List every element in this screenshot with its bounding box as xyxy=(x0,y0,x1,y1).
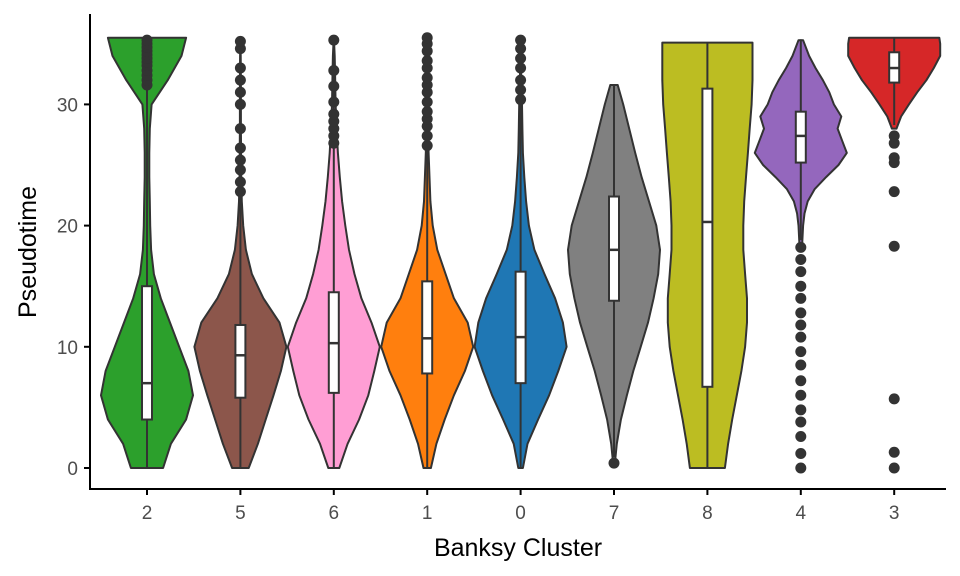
outlier-point xyxy=(422,55,433,66)
outlier-point xyxy=(795,431,806,442)
outlier-point xyxy=(889,393,900,404)
outlier-point xyxy=(422,32,433,43)
outlier-point xyxy=(515,94,526,105)
outlier-point xyxy=(515,75,526,86)
y-tick-label: 0 xyxy=(67,459,78,480)
outlier-point xyxy=(235,164,246,175)
violin-group-8 xyxy=(662,43,752,468)
outlier-point xyxy=(609,458,620,469)
outlier-point xyxy=(795,448,806,459)
outlier-point xyxy=(795,242,806,253)
y-tick-label: 20 xyxy=(57,217,78,238)
outlier-point xyxy=(515,63,526,74)
x-tick-label-2: 2 xyxy=(142,503,153,524)
outlier-point xyxy=(795,281,806,292)
x-tick-label-0: 0 xyxy=(515,503,526,524)
violin-group-4 xyxy=(755,40,847,473)
box-5 xyxy=(235,325,245,398)
outlier-point xyxy=(235,99,246,110)
outlier-point xyxy=(889,241,900,252)
outlier-point xyxy=(142,35,153,46)
x-axis-title: Banksy Cluster xyxy=(434,534,602,562)
outlier-point xyxy=(235,63,246,74)
outlier-point xyxy=(795,307,806,318)
x-tick-label-7: 7 xyxy=(609,503,620,524)
violin-group-3 xyxy=(848,38,940,474)
outlier-point xyxy=(235,123,246,134)
x-tick-label-4: 4 xyxy=(796,503,807,524)
violin-group-6 xyxy=(288,35,380,468)
box-8 xyxy=(702,89,712,387)
box-1 xyxy=(422,281,432,373)
outlier-point xyxy=(795,319,806,330)
outlier-point xyxy=(795,375,806,386)
outlier-point xyxy=(795,332,806,343)
x-ticks: 2 5 6 1 0 7 8 4 3 xyxy=(142,489,900,524)
violin-group-2 xyxy=(101,35,193,468)
x-tick-label-3: 3 xyxy=(889,503,900,524)
outlier-point xyxy=(795,359,806,370)
outlier-point xyxy=(795,254,806,265)
violin-group-0 xyxy=(475,35,567,468)
outlier-point xyxy=(235,155,246,166)
outlier-point xyxy=(795,416,806,427)
outlier-point xyxy=(235,87,246,98)
y-ticks: 0 10 20 30 xyxy=(57,95,90,480)
outlier-point xyxy=(889,186,900,197)
violin-group-5 xyxy=(194,36,286,468)
outlier-point xyxy=(235,75,246,86)
violins-layer xyxy=(101,32,940,473)
outlier-point xyxy=(235,176,246,187)
violin-group-7 xyxy=(568,85,660,469)
x-tick-label-5: 5 xyxy=(235,503,246,524)
outlier-point xyxy=(795,346,806,357)
outlier-point xyxy=(795,390,806,401)
x-tick-label-8: 8 xyxy=(702,503,713,524)
outlier-point xyxy=(328,35,339,46)
outlier-point xyxy=(795,404,806,415)
outlier-point xyxy=(795,293,806,304)
box-2 xyxy=(142,286,152,419)
outlier-point xyxy=(795,266,806,277)
x-tick-label-1: 1 xyxy=(422,503,433,524)
y-tick-label: 30 xyxy=(57,95,78,116)
box-0 xyxy=(516,272,526,384)
outlier-point xyxy=(235,186,246,197)
outlier-point xyxy=(328,109,339,120)
outlier-point xyxy=(889,152,900,163)
outlier-point xyxy=(889,463,900,474)
outlier-point xyxy=(422,130,433,141)
outlier-point xyxy=(328,96,339,107)
outlier-point xyxy=(515,84,526,95)
outlier-point xyxy=(515,35,526,46)
outlier-point xyxy=(795,463,806,474)
outlier-point xyxy=(889,130,900,141)
outlier-point xyxy=(235,36,246,47)
outlier-point xyxy=(515,53,526,64)
outlier-point xyxy=(328,81,339,92)
x-tick-label-6: 6 xyxy=(329,503,340,524)
outlier-point xyxy=(422,96,433,107)
y-axis-title: Pseudotime xyxy=(14,186,42,318)
y-tick-label: 10 xyxy=(57,338,78,359)
violin-group-1 xyxy=(381,32,473,468)
outlier-point xyxy=(889,447,900,458)
outlier-point xyxy=(422,140,433,151)
outlier-point xyxy=(422,106,433,117)
outlier-point xyxy=(422,72,433,83)
outlier-point xyxy=(235,143,246,154)
outlier-point xyxy=(328,65,339,76)
